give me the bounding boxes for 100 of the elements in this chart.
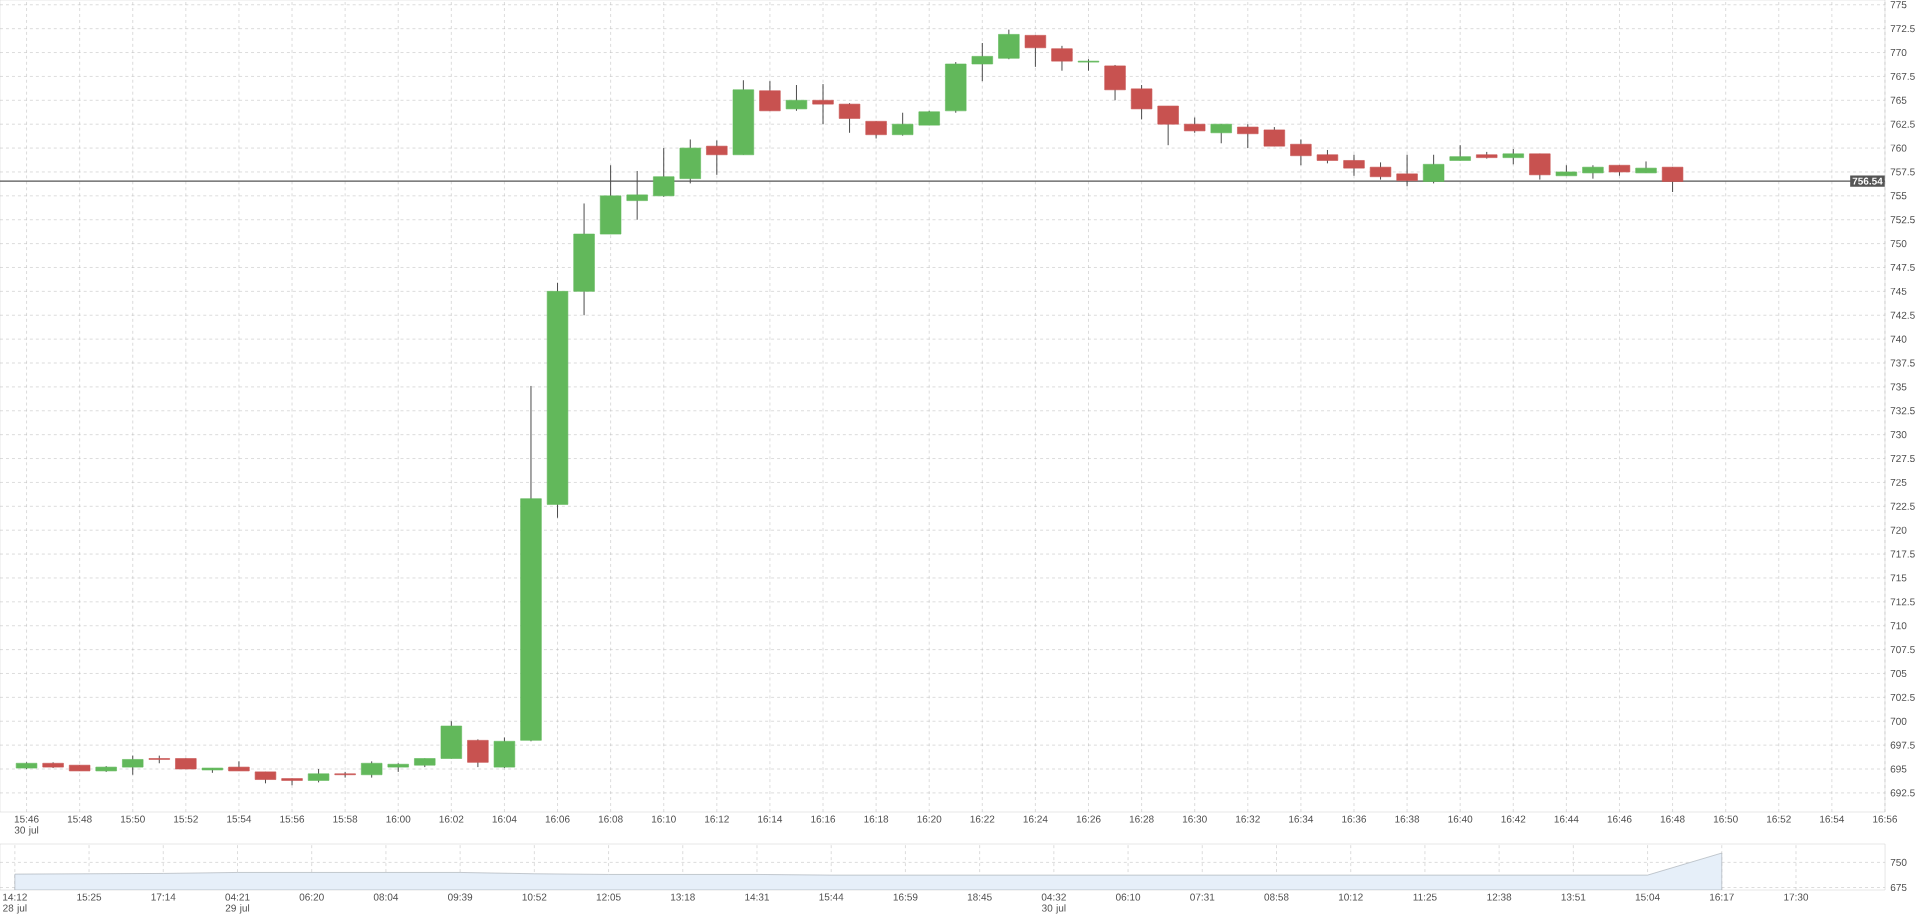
y-tick-label: 715 [1890,574,1907,582]
x-tick-label: 15:56 [280,815,305,823]
x-tick-label: 15:04 [1635,893,1660,901]
x-tick-label: 16:20 [917,815,942,823]
y-tick-label: 722.5 [1890,502,1915,510]
y-tick-label: 710 [1890,622,1907,630]
y-tick-label: 775 [1890,1,1907,9]
x-tick-label: 14:31 [745,893,770,901]
x-tick-label: 16:30 [1182,815,1207,823]
candlestick [785,84,808,112]
ref-line-label: 756.54 [1852,177,1883,185]
x-tick-label: 13:18 [671,893,695,901]
y-tick-label: 770 [1890,49,1907,57]
x-tick-label: 16:06 [545,815,570,823]
y-tick-label: 732.5 [1890,407,1915,415]
x-tick-label: 16:02 [439,815,464,823]
x-tick-label: 16:10 [651,815,676,823]
x-tick-label: 16:08 [598,815,623,823]
x-tick-label: 16:17 [1710,893,1734,901]
x-tick-label: 10:12 [1338,893,1363,901]
candlestick [706,139,728,176]
x-tick-label: 16:14 [758,815,783,823]
x-tick-label: 12:05 [596,893,621,901]
candlestick [812,83,834,125]
x-tick-label: 16:56 [1873,815,1898,823]
x-tick-label: 16:12 [705,815,729,823]
x-tick-label: 16:46 [1607,815,1632,823]
y-tick-label: 772.5 [1890,25,1915,33]
candlestick [998,29,1020,60]
x-tick-label: 16:36 [1342,815,1367,823]
candlestick [759,80,781,112]
y-tick-label: 695 [1890,765,1907,773]
y-tick-label: 717.5 [1890,550,1915,558]
x-tick-label: 15:44 [819,893,844,901]
y-tick-label: 712.5 [1890,598,1915,606]
x-tick-label: 16:38 [1395,815,1420,823]
candlestick [1130,84,1153,120]
x-tick-label: 15:50 [121,815,145,823]
x-tick-label: 16:50 [1713,815,1738,823]
y-tick-label: 702.5 [1890,693,1915,701]
x-tick-label: 15:52 [174,815,198,823]
candlestick [1051,45,1073,72]
x-tick-label: 08:04 [373,893,399,901]
x-tick-label: 08:58 [1264,893,1289,901]
y-tick-label: 765 [1890,96,1907,104]
y-tick-label: 755 [1890,192,1907,200]
x-tick-label: 12:38 [1487,893,1512,901]
y-tick-label: 750 [1890,240,1907,248]
y-tick-label: 697.5 [1890,741,1915,749]
x-tick-label: 10:52 [522,893,547,901]
x-tick-label: 15:25 [77,893,102,901]
candlestick [838,102,861,134]
x-tick-label: 04:32 30 jul [1041,893,1066,914]
y-tick-label: 750 [1890,858,1907,866]
candlestick [1024,34,1047,68]
candlestick [892,112,914,137]
y-tick-label: 747.5 [1890,264,1915,271]
candlestick [122,755,144,776]
x-tick-label: 16:59 [893,893,918,901]
y-tick-label: 740 [1890,335,1907,343]
y-tick-label: 675 [1890,883,1907,892]
x-tick-label: 15:48 [67,815,92,823]
y-tick-label: 762.5 [1890,120,1915,128]
x-tick-label: 17:14 [151,893,176,901]
x-tick-label: 18:45 [967,893,992,901]
y-tick-label: 737.5 [1890,359,1915,367]
y-tick-label: 692.5 [1890,789,1915,797]
x-tick-label: 17:30 [1784,893,1809,901]
candlestick [334,771,356,779]
y-tick-label: 705 [1890,669,1907,678]
y-tick-label: 707.5 [1890,646,1915,654]
x-tick-label: 04:21 29 jul [225,893,250,914]
y-tick-label: 720 [1890,526,1907,534]
x-tick-label: 16:28 [1129,815,1154,823]
y-tick-label: 735 [1890,383,1907,391]
x-tick-label: 16:24 [1023,815,1048,823]
x-tick-label: 09:39 [448,893,473,901]
x-tick-label: 16:34 [1289,815,1314,823]
y-tick-label: 745 [1890,287,1907,295]
x-tick-label: 11:25 [1413,893,1437,901]
x-tick-label: 16:40 [1448,815,1473,823]
x-tick-label: 13:51 [1561,893,1586,901]
x-tick-label: 16:16 [811,815,836,823]
candlestick [1210,123,1232,144]
x-tick-label: 16:04 [492,815,517,823]
y-tick-label: 742.5 [1890,311,1915,319]
candlestick [1290,138,1312,166]
candlestick [971,42,993,82]
y-tick-label: 700 [1890,717,1907,725]
x-tick-label: 16:32 [1236,815,1260,823]
x-tick-label: 16:18 [864,815,889,823]
candlestick [1635,160,1657,174]
y-tick-label: 730 [1890,431,1907,439]
candlestick [1343,154,1365,177]
y-tick-label: 767.5 [1890,72,1915,80]
x-tick-label: 16:00 [386,815,411,823]
candlestick [1237,123,1259,149]
candlestick [281,778,303,786]
y-tick-label: 752.5 [1890,216,1915,224]
candlestick [228,760,250,772]
